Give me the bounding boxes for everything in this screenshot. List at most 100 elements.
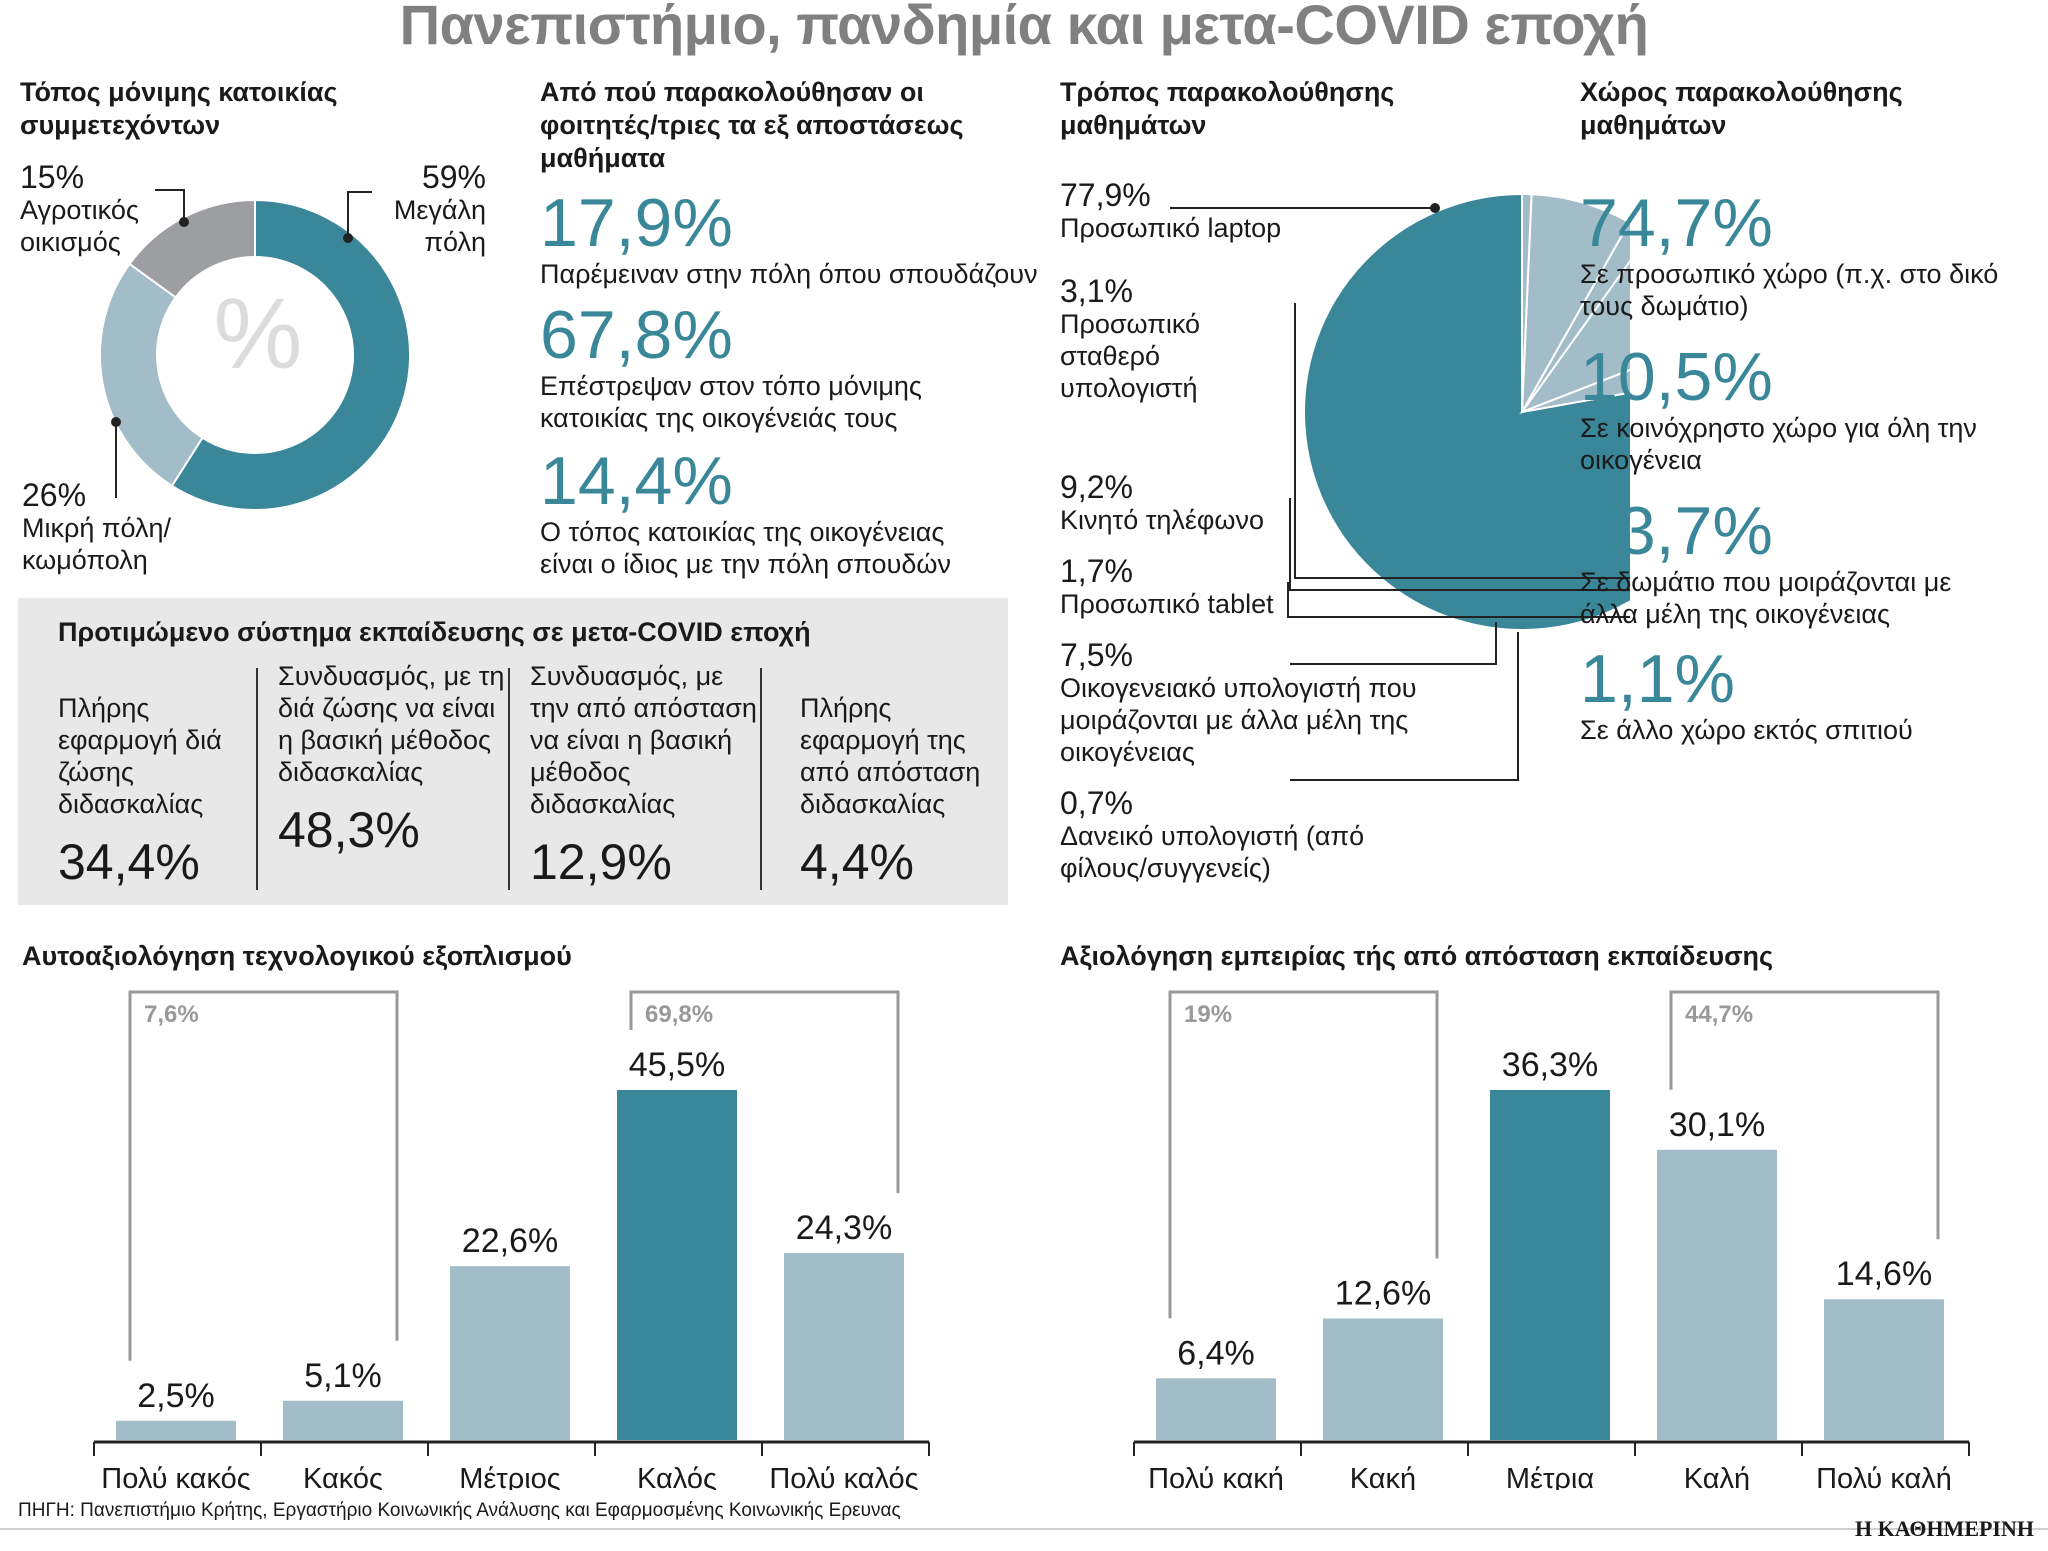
bracket-label: 69,8% (645, 1001, 713, 1028)
bar-2 (450, 1266, 570, 1440)
bracket-label: 44,7% (1685, 1001, 1753, 1028)
category-label: Καλή (1684, 1463, 1750, 1490)
category-label: Πολύ καλή (1816, 1463, 1952, 1490)
residence-label-small-city: 26% Μικρή πόλη/ κωμόπολη (22, 478, 192, 576)
donut-slice-1 (99, 262, 204, 488)
method-leader-line-5 (1290, 632, 1519, 781)
residence-pct: 26% (22, 477, 87, 513)
residence-label-big-city: 59% Μεγάλη πόλη (380, 160, 486, 258)
bar-1 (1323, 1318, 1443, 1440)
method-leader-line-4 (1290, 622, 1497, 665)
bracket-line (1669, 990, 1940, 1240)
bracket-line (629, 990, 900, 1194)
source-note: ΠΗΓΗ: Πανεπιστήμιο Κρήτης, Εργαστήριο Κο… (18, 1500, 901, 1521)
method-text: Δανεικό υπολογιστή (από φίλους/συγγενείς… (1060, 821, 1365, 883)
preferred-item: Συνδυασμός, με τη διά ζώσης να είναι η β… (278, 660, 508, 858)
method-pct: 0,7% (1060, 785, 1133, 821)
method-label: 9,2% Κινητό τηλέφωνο (1060, 470, 1360, 536)
category-label: Καλός (637, 1463, 717, 1490)
preferred-text: Πλήρης εφαρμογή διά ζώσης διδασκαλίας (58, 693, 222, 819)
equipment-bar-chart: 2,5% Πολύ κακός 5,1% Κακός 22,6% Μέτριος 45,5%… (93, 990, 930, 1490)
pie-slice-0 (1303, 192, 1630, 631)
where-text: Παρέμειναν στην πόλη όπου σπουδάζουν (540, 259, 1038, 289)
bar-3 (1657, 1149, 1777, 1440)
pie-slice-1 (1521, 368, 1630, 413)
method-label: 3,1% Προσωπικό σταθερό υπολογιστή (1060, 274, 1240, 404)
residence-label-rural: 15% Αγροτικός οικισμός (20, 160, 160, 258)
bar-3 (617, 1090, 737, 1440)
column-divider (256, 668, 258, 890)
percent-symbol: % (214, 278, 303, 390)
category-label: Πολύ κακή (1148, 1463, 1284, 1490)
pie-slice-5 (1521, 192, 1533, 413)
leader-dot-rural (179, 217, 189, 227)
bar-value-label: 45,5% (629, 1046, 725, 1084)
preferred-system-panel: Προτιμώμενο σύστημα εκπαίδευσης σε μετα-… (18, 598, 1008, 905)
experience-chart-title: Αξιολόγηση εμπειρίας τής από απόσταση εκ… (1060, 941, 1774, 971)
bar-2 (1490, 1090, 1610, 1440)
where-item: 17,9% Παρέμειναν στην πόλη όπου σπουδάζο… (540, 188, 1040, 290)
preferred-value: 12,9% (530, 834, 672, 890)
method-heading: Τρόπος παρακολούθησης μαθημάτων (1060, 77, 1395, 140)
residence-pct: 15% (20, 159, 85, 195)
bar-value-label: 36,3% (1502, 1046, 1598, 1084)
residence-pct: 59% (421, 159, 486, 195)
preferred-text: Πλήρης εφαρμογή της από απόσταση διδασκα… (800, 693, 981, 819)
category-label: Πολύ καλός (769, 1463, 918, 1490)
pie-slice-2 (1519, 259, 1630, 415)
bar-1 (283, 1400, 403, 1440)
space-heading: Χώρος παρακολούθησης μαθημάτων (1580, 77, 1903, 140)
preferred-value: 48,3% (278, 802, 420, 858)
space-text: Σε προσωπικό χώρο (π.χ. στο δικό τους δω… (1580, 259, 1999, 321)
residence-label: Μικρή πόλη/ κωμόπολη (22, 513, 172, 575)
bar-4 (784, 1253, 904, 1440)
method-text: Οικογενειακό υπολογιστή που μοιράζονται … (1060, 673, 1417, 767)
leader-dot-big-city (343, 233, 353, 243)
method-pct: 7,5% (1060, 637, 1133, 673)
space-text: Σε άλλο χώρο εκτός σπιτιού (1580, 715, 1913, 745)
preferred-value: 34,4% (58, 834, 200, 890)
category-label: Πολύ κακός (101, 1463, 250, 1490)
preferred-item: Συνδυασμός, με την από απόσταση να είναι… (530, 660, 760, 890)
equipment-chart-title: Αυτοαξιολόγηση τεχνολογικού εξοπλισμού (22, 941, 572, 971)
footer-rule (0, 1528, 2048, 1530)
bar-value-label: 12,6% (1335, 1275, 1431, 1313)
space-value: 10,5% (1580, 339, 1773, 415)
residence-heading: Τόπος μόνιμης κατοικίας συμμετεχόντων (20, 77, 338, 140)
pie-slice-4 (1521, 193, 1630, 413)
space-text: Σε δωμάτιο που μοιράζονται με άλλα μέλη … (1580, 567, 1952, 629)
preferred-text: Συνδυασμός, με την από απόσταση να είναι… (530, 661, 757, 819)
residence-donut-chart: % (99, 189, 411, 511)
space-item: 1,1% Σε άλλο χώρο εκτός σπιτιού (1580, 644, 2000, 746)
method-text: Κινητό τηλέφωνο (1060, 505, 1265, 535)
bar-4 (1824, 1299, 1944, 1440)
method-pct: 9,2% (1060, 469, 1133, 505)
space-value: 74,7% (1580, 185, 1773, 261)
leader-line-big-city (347, 191, 372, 238)
method-pct: 1,7% (1060, 553, 1133, 589)
method-pie-chart (1170, 192, 1630, 781)
bar-value-label: 22,6% (462, 1222, 558, 1260)
where-text: Επέστρεψαν στον τόπο μόνιμης κατοικίας τ… (540, 371, 922, 433)
space-item: 74,7% Σε προσωπικό χώρο (π.χ. στο δικό τ… (1580, 188, 2000, 322)
space-value: 1,1% (1580, 641, 1735, 717)
bracket-line (128, 990, 399, 1361)
method-leader-dot (1430, 203, 1440, 213)
category-label: Κακός (303, 1463, 383, 1490)
method-pct: 77,9% (1060, 177, 1151, 213)
bracket-label: 19% (1184, 1001, 1232, 1028)
bar-0 (116, 1420, 236, 1440)
where-value: 17,9% (540, 185, 733, 261)
category-label: Μέτρια (1506, 1463, 1594, 1490)
leader-line-rural (155, 189, 185, 222)
method-leader-line-1 (1294, 303, 1630, 579)
method-label: 1,7% Προσωπικό tablet (1060, 554, 1360, 620)
method-text: Προσωπικό tablet (1060, 589, 1274, 619)
leader-dot-small-city (111, 417, 121, 427)
method-leader-line-3 (1287, 582, 1630, 618)
preferred-value: 4,4% (800, 834, 914, 890)
space-item: 13,7% Σε δωμάτιο που μοιράζονται με άλλα… (1580, 496, 2000, 630)
method-label: 0,7% Δανεικό υπολογιστή (από φίλους/συγγ… (1060, 786, 1400, 884)
where-text: Ο τόπος κατοικίας της οικογένειας είναι … (540, 517, 951, 579)
where-value: 67,8% (540, 297, 733, 373)
